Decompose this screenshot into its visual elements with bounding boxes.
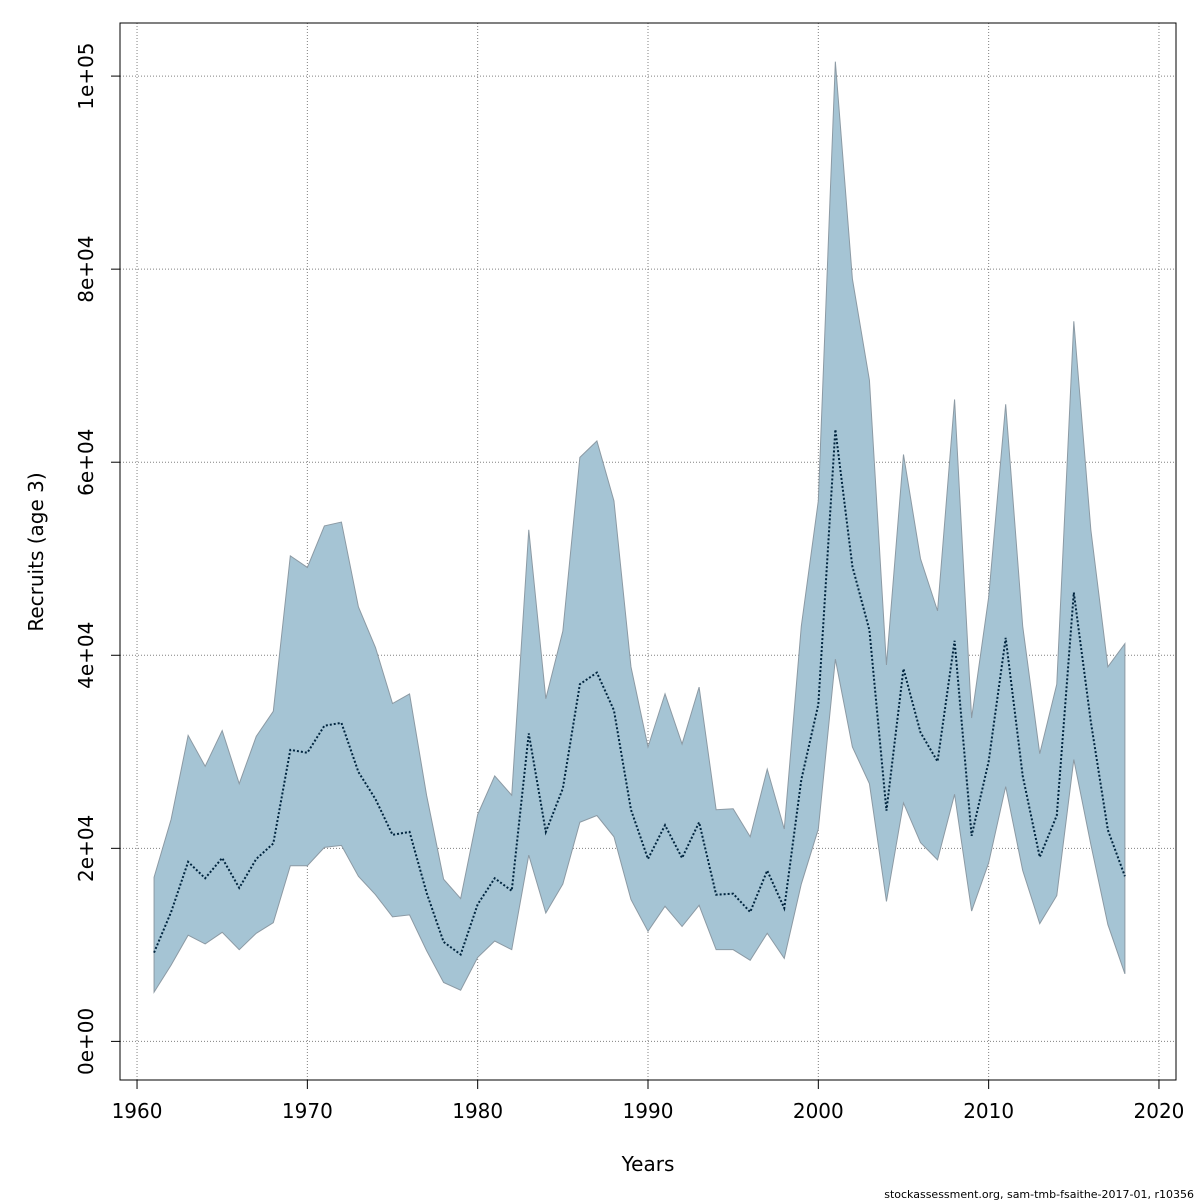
y-axis-title: Recruits (age 3) <box>24 472 48 631</box>
x-tick-label-1990: 1990 <box>623 1099 674 1123</box>
y-tick-label-1e+05: 1e+05 <box>74 42 98 109</box>
x-tick-label-1970: 1970 <box>282 1099 333 1123</box>
y-tick-label-6e+04: 6e+04 <box>74 429 98 496</box>
x-tick-label-2020: 2020 <box>1134 1099 1185 1123</box>
x-axis-title: Years <box>621 1152 675 1176</box>
x-tick-label-2000: 2000 <box>793 1099 844 1123</box>
confidence-band-area <box>153 61 1126 994</box>
x-tick-label-1980: 1980 <box>452 1099 503 1123</box>
x-tick-label-2010: 2010 <box>963 1099 1014 1123</box>
y-axis: 0e+00 2e+04 4e+04 6e+04 8e+04 1e+05 <box>74 42 121 1075</box>
footnote: stockassessment.org, sam-tmb-fsaithe-201… <box>884 1188 1194 1200</box>
y-tick-label-2e+04: 2e+04 <box>74 815 98 882</box>
y-tick-label-8e+04: 8e+04 <box>74 236 98 303</box>
confidence-band <box>153 61 1126 994</box>
estimate-series <box>153 429 1126 957</box>
x-axis: 1960 1970 1980 1990 2000 2010 2020 <box>112 1079 1185 1123</box>
x-tick-label-1960: 1960 <box>112 1099 163 1123</box>
estimate-line <box>153 429 1126 957</box>
y-tick-label-4e+04: 4e+04 <box>74 622 98 689</box>
y-tick-label-0e+00: 0e+00 <box>74 1008 98 1075</box>
